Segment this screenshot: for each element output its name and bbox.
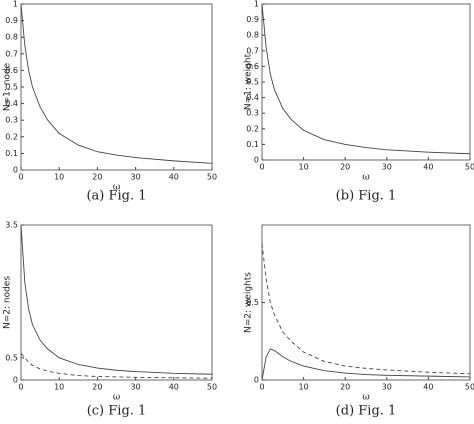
- x-tick-label: 0: [18, 383, 23, 392]
- x-tick-label: 40: [423, 383, 433, 392]
- y-tick-label: 0: [254, 156, 259, 165]
- x-tick-label: 0: [18, 173, 23, 182]
- line-series: [261, 3, 471, 155]
- y-tick-label: 0.8: [246, 31, 259, 40]
- line-series: [20, 3, 213, 164]
- y-tick-label: 1: [254, 0, 259, 9]
- y-tick-label: 0: [13, 376, 18, 385]
- x-tick-label: 50: [207, 383, 217, 392]
- x-tick-label: 40: [169, 173, 179, 182]
- y-tick-label: 0.1: [246, 140, 259, 149]
- x-tick-label: 0: [259, 163, 264, 172]
- x-axis-label: ω: [113, 183, 120, 193]
- x-tick-label: 10: [299, 163, 309, 172]
- x-tick-label: 30: [131, 383, 141, 392]
- y-axis-label: N=2: nodes: [3, 276, 13, 329]
- caption: (c) Fig. 1: [87, 404, 147, 419]
- plot-frame: [261, 3, 471, 161]
- y-tick-label: 0.4: [246, 93, 259, 102]
- y-tick-label: 0.9: [246, 15, 259, 24]
- y-tick-label: 0.6: [5, 66, 18, 75]
- y-axis-label: N=1: weight: [244, 53, 254, 110]
- y-tick-label: 0.3: [5, 116, 18, 125]
- x-tick-label: 50: [465, 163, 474, 172]
- y-tick-label: 0: [13, 166, 18, 175]
- y-tick-label: 3.5: [5, 221, 18, 230]
- x-axis-label: ω: [113, 393, 120, 403]
- y-axis-label: N=2: weights: [244, 272, 254, 333]
- x-tick-label: 50: [465, 383, 474, 392]
- y-tick-label: 0.2: [246, 124, 259, 133]
- y-tick-label: 0.1: [5, 149, 18, 158]
- y-tick-label: 0.5: [246, 298, 259, 307]
- x-tick-label: 20: [340, 383, 350, 392]
- x-axis-label: ω: [362, 393, 369, 403]
- plot-frame: [20, 224, 213, 381]
- line-series: [261, 348, 471, 381]
- line-series: [20, 224, 213, 375]
- x-tick-label: 30: [382, 163, 392, 172]
- y-tick-label: 0.8: [5, 33, 18, 42]
- x-tick-label: 20: [340, 163, 350, 172]
- x-tick-label: 30: [131, 173, 141, 182]
- x-tick-label: 20: [92, 173, 102, 182]
- line-series: [261, 243, 471, 375]
- caption: (a) Fig. 1: [86, 189, 146, 204]
- y-tick-label: 0.6: [246, 62, 259, 71]
- y-tick-label: 0.9: [5, 16, 18, 25]
- y-tick-label: 0.5: [246, 78, 259, 87]
- x-tick-label: 40: [169, 383, 179, 392]
- caption: (b) Fig. 1: [336, 189, 397, 204]
- y-tick-label: 1: [13, 0, 18, 9]
- y-tick-label: 0.4: [5, 99, 18, 108]
- y-axis-label: N=1: node: [3, 62, 13, 111]
- x-tick-label: 40: [423, 163, 433, 172]
- y-tick-label: 0.3: [246, 109, 259, 118]
- x-tick-label: 50: [207, 173, 217, 182]
- y-tick-label: 0: [254, 376, 259, 385]
- x-tick-label: 10: [54, 383, 64, 392]
- x-tick-label: 0: [259, 383, 264, 392]
- y-tick-label: 0.2: [5, 132, 18, 141]
- y-tick-label: 0.7: [5, 49, 18, 58]
- y-tick-label: 0.7: [246, 46, 259, 55]
- plot-frame: [20, 3, 213, 171]
- y-tick-label: 0.5: [5, 353, 18, 362]
- line-series: [20, 353, 213, 379]
- caption: (d) Fig. 1: [336, 404, 397, 419]
- y-tick-label: 0.5: [5, 83, 18, 92]
- x-tick-label: 30: [382, 383, 392, 392]
- plot-frame: [261, 224, 471, 381]
- x-tick-label: 10: [54, 173, 64, 182]
- x-axis-label: ω: [362, 173, 369, 183]
- x-tick-label: 10: [299, 383, 309, 392]
- x-tick-label: 20: [92, 383, 102, 392]
